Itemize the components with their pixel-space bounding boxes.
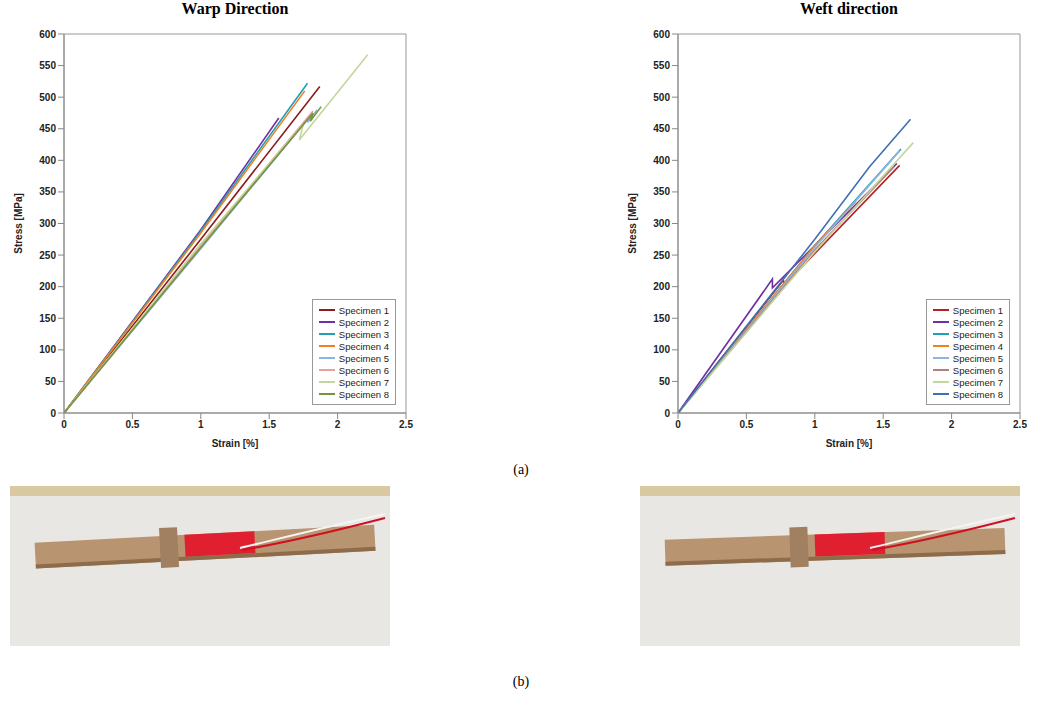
svg-text:Strain [%]: Strain [%] (826, 438, 873, 449)
svg-text:350: 350 (39, 186, 56, 197)
html-text:Specimen 3: Specimen 3 (952, 328, 1003, 340)
html-text:Specimen 7: Specimen 7 (952, 376, 1003, 388)
html-text:Specimen 3: Specimen 3 (338, 328, 389, 340)
html-text:Specimen 2: Specimen 2 (338, 316, 389, 328)
html-text:Specimen 5: Specimen 5 (952, 352, 1003, 364)
svg-text:Strain [%]: Strain [%] (212, 438, 259, 449)
svg-text:Stress [MPa]: Stress [MPa] (627, 193, 638, 254)
html-text:Specimen 8: Specimen 8 (952, 388, 1003, 400)
svg-text:0.5: 0.5 (739, 419, 753, 430)
html-text:Specimen 4: Specimen 4 (952, 340, 1003, 352)
html-text:Weft direction: Weft direction (800, 0, 898, 17)
html-text:Warp Direction: Warp Direction (181, 0, 289, 17)
html-text:(a): (a) (513, 462, 529, 477)
html-text:Specimen 1: Specimen 1 (952, 304, 1003, 316)
svg-text:1.5: 1.5 (876, 419, 890, 430)
svg-text:600: 600 (39, 29, 56, 40)
html-text:(b): (b) (512, 674, 530, 689)
svg-text:450: 450 (653, 123, 670, 134)
svg-text:200: 200 (39, 281, 56, 292)
svg-text:300: 300 (39, 218, 56, 229)
svg-text:1.5: 1.5 (262, 419, 276, 430)
svg-text:150: 150 (39, 313, 56, 324)
svg-text:200: 200 (653, 281, 670, 292)
html-text:Specimen 1: Specimen 1 (338, 304, 389, 316)
svg-text:150: 150 (653, 313, 670, 324)
svg-text:100: 100 (39, 344, 56, 355)
svg-text:2: 2 (335, 419, 341, 430)
svg-text:50: 50 (45, 376, 57, 387)
svg-text:100: 100 (653, 344, 670, 355)
svg-text:Stress [MPa]: Stress [MPa] (13, 193, 24, 254)
svg-text:50: 50 (659, 376, 671, 387)
svg-text:500: 500 (39, 92, 56, 103)
html-text:Specimen 6: Specimen 6 (338, 364, 389, 376)
html-text:Specimen 4: Specimen 4 (338, 340, 389, 352)
svg-text:2.5: 2.5 (1013, 419, 1027, 430)
svg-text:2: 2 (949, 419, 955, 430)
svg-text:300: 300 (653, 218, 670, 229)
html-text:Specimen 2: Specimen 2 (952, 316, 1003, 328)
svg-text:0: 0 (675, 419, 681, 430)
svg-text:550: 550 (653, 60, 670, 71)
svg-text:400: 400 (39, 155, 56, 166)
svg-text:1: 1 (198, 419, 204, 430)
svg-text:400: 400 (653, 155, 670, 166)
svg-text:600: 600 (653, 29, 670, 40)
html-text:Specimen 7: Specimen 7 (338, 376, 389, 388)
svg-text:0: 0 (664, 408, 670, 419)
html-text:Specimen 5: Specimen 5 (338, 352, 389, 364)
svg-text:0: 0 (61, 419, 67, 430)
svg-text:250: 250 (653, 250, 670, 261)
svg-text:2.5: 2.5 (399, 419, 413, 430)
html-text:Specimen 8: Specimen 8 (338, 388, 389, 400)
svg-text:0.5: 0.5 (125, 419, 139, 430)
svg-text:350: 350 (653, 186, 670, 197)
svg-text:250: 250 (39, 250, 56, 261)
html-text:Specimen 6: Specimen 6 (952, 364, 1003, 376)
svg-text:550: 550 (39, 60, 56, 71)
svg-text:0: 0 (50, 408, 56, 419)
svg-text:450: 450 (39, 123, 56, 134)
svg-text:1: 1 (812, 419, 818, 430)
svg-text:500: 500 (653, 92, 670, 103)
